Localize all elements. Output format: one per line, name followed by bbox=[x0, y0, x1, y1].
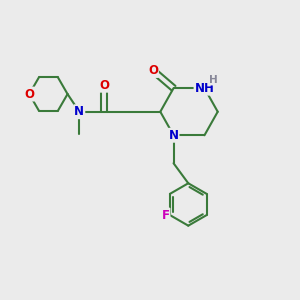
Text: H: H bbox=[209, 75, 218, 85]
Text: O: O bbox=[24, 88, 34, 100]
Text: F: F bbox=[161, 208, 169, 222]
Text: O: O bbox=[99, 79, 110, 92]
Text: N: N bbox=[74, 105, 84, 118]
Text: N: N bbox=[169, 129, 178, 142]
Text: NH: NH bbox=[194, 82, 214, 95]
Text: O: O bbox=[148, 64, 158, 77]
